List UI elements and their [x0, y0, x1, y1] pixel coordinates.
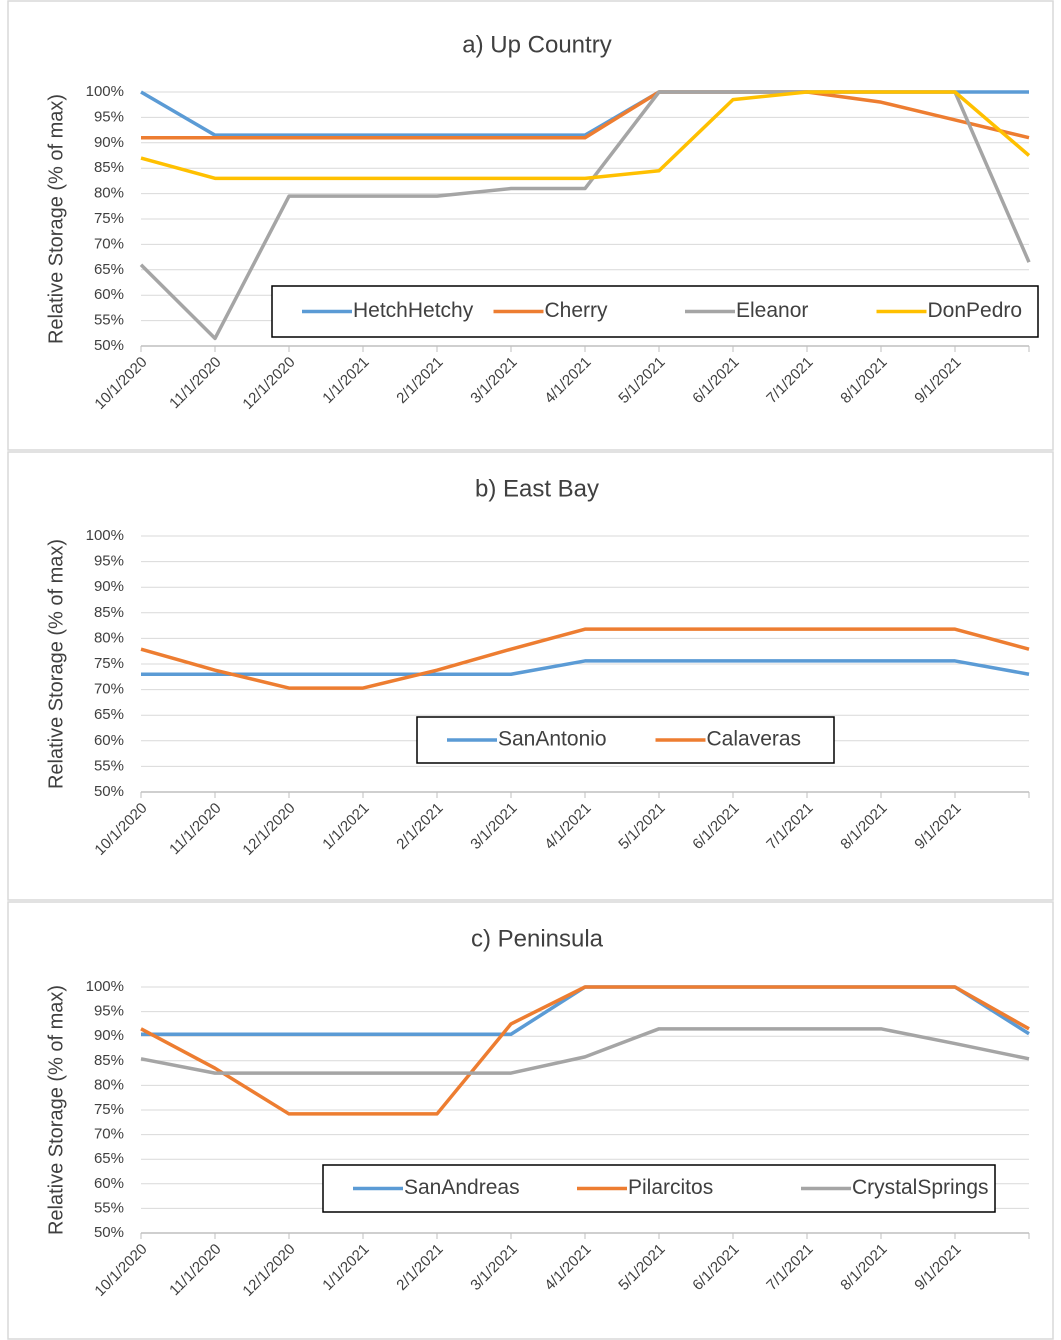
x-tick-label: 2/1/2021: [393, 354, 446, 407]
y-tick-label: 95%: [94, 108, 124, 125]
series-line: [140, 1027, 1030, 1075]
y-tick-label: 75%: [94, 210, 124, 227]
y-tick-label: 80%: [94, 185, 124, 202]
x-tick-label: 7/1/2021: [763, 1241, 816, 1294]
y-tick-label: 100%: [86, 527, 124, 544]
x-tick-label: 7/1/2021: [763, 354, 816, 407]
x-tick-label: 6/1/2021: [689, 1241, 742, 1294]
y-tick-label: 60%: [94, 286, 124, 303]
x-tick-label: 4/1/2021: [541, 354, 594, 407]
x-tick-label: 11/1/2020: [166, 354, 224, 412]
y-tick-label: 50%: [94, 783, 124, 800]
legend-label: CrystalSprings: [852, 1176, 989, 1199]
y-tick-label: 75%: [94, 1101, 124, 1118]
x-tick-label: 3/1/2021: [467, 1241, 520, 1294]
y-tick-label: 55%: [94, 757, 124, 774]
x-tick-label: 12/1/2020: [239, 354, 298, 413]
x-tick-label: 1/1/2021: [319, 1241, 372, 1294]
y-tick-label: 85%: [94, 1052, 124, 1069]
panel-border: [7, 901, 1054, 1340]
series-line: [141, 659, 1030, 676]
y-tick-label: 85%: [94, 159, 124, 176]
x-tick-label: 1/1/2021: [319, 354, 372, 407]
series-line: [140, 90, 1031, 181]
x-tick-label: 2/1/2021: [393, 1241, 446, 1294]
y-tick-label: 55%: [94, 312, 124, 329]
y-tick-label: 90%: [94, 134, 124, 151]
y-tick-label: 90%: [94, 1027, 124, 1044]
x-tick-label: 4/1/2021: [541, 1241, 594, 1294]
x-tick-label: 11/1/2020: [166, 800, 224, 858]
legend-label: Pilarcitos: [628, 1176, 713, 1199]
series-line: [140, 627, 1030, 690]
y-tick-label: 55%: [94, 1199, 124, 1216]
x-tick-label: 12/1/2020: [239, 800, 298, 859]
x-tick-label: 1/1/2021: [319, 800, 372, 853]
legend-label: HetchHetchy: [353, 299, 474, 322]
x-tick-label: 5/1/2021: [615, 800, 668, 853]
legend-label: SanAndreas: [404, 1176, 520, 1199]
y-tick-label: 70%: [94, 1126, 124, 1143]
x-tick-label: 6/1/2021: [689, 800, 742, 853]
y-tick-label: 85%: [94, 604, 124, 621]
panel-border: [7, 0, 1054, 451]
series-line: [140, 985, 1030, 1116]
x-tick-label: 10/1/2020: [91, 800, 150, 859]
y-tick-label: 70%: [94, 235, 124, 252]
x-tick-label: 10/1/2020: [91, 354, 150, 413]
x-tick-label: 12/1/2020: [239, 1241, 298, 1300]
x-tick-label: 10/1/2020: [91, 1241, 150, 1300]
y-axis-label: Relative Storage (% of max): [45, 94, 67, 344]
chart-title: a) Up Country: [462, 31, 611, 58]
y-tick-label: 60%: [94, 732, 124, 749]
x-tick-label: 5/1/2021: [615, 1241, 668, 1294]
x-tick-label: 9/1/2021: [911, 1241, 964, 1294]
legend-box: [322, 1164, 996, 1213]
x-tick-label: 8/1/2021: [837, 1241, 890, 1294]
y-tick-label: 75%: [94, 655, 124, 672]
y-tick-label: 95%: [94, 1003, 124, 1020]
x-tick-label: 7/1/2021: [763, 800, 816, 853]
x-tick-label: 9/1/2021: [911, 354, 964, 407]
legend-label: Calaveras: [707, 728, 802, 751]
x-tick-label: 8/1/2021: [837, 800, 890, 853]
x-tick-label: 4/1/2021: [541, 800, 594, 853]
y-axis-label: Relative Storage (% of max): [45, 985, 67, 1235]
x-tick-label: 9/1/2021: [911, 800, 964, 853]
y-tick-label: 60%: [94, 1175, 124, 1192]
x-tick-label: 2/1/2021: [393, 800, 446, 853]
y-tick-label: 95%: [94, 553, 124, 570]
y-tick-label: 70%: [94, 681, 124, 698]
x-tick-label: 8/1/2021: [837, 354, 890, 407]
legend-label: Eleanor: [736, 299, 808, 322]
legend-label: SanAntonio: [498, 728, 607, 751]
x-tick-label: 6/1/2021: [689, 354, 742, 407]
y-tick-label: 50%: [94, 1224, 124, 1241]
panel-border: [7, 451, 1054, 901]
chart-title: b) East Bay: [475, 475, 599, 502]
y-axis-label: Relative Storage (% of max): [45, 539, 67, 789]
x-tick-label: 3/1/2021: [467, 354, 520, 407]
series-line: [141, 90, 1030, 140]
x-tick-label: 3/1/2021: [467, 800, 520, 853]
y-tick-label: 65%: [94, 1150, 124, 1167]
legend-label: Cherry: [545, 299, 609, 322]
y-tick-label: 100%: [86, 978, 124, 995]
y-tick-label: 90%: [94, 578, 124, 595]
series-line: [141, 985, 1030, 1036]
y-tick-label: 50%: [94, 337, 124, 354]
chart-title: c) Peninsula: [471, 925, 604, 952]
y-tick-label: 100%: [86, 83, 124, 100]
legend-label: DonPedro: [928, 299, 1023, 322]
y-tick-label: 80%: [94, 629, 124, 646]
series-line: [140, 90, 1029, 137]
x-tick-label: 5/1/2021: [615, 354, 668, 407]
y-tick-label: 80%: [94, 1076, 124, 1093]
y-tick-label: 65%: [94, 261, 124, 278]
y-tick-label: 65%: [94, 706, 124, 723]
x-tick-label: 11/1/2020: [166, 1241, 224, 1299]
